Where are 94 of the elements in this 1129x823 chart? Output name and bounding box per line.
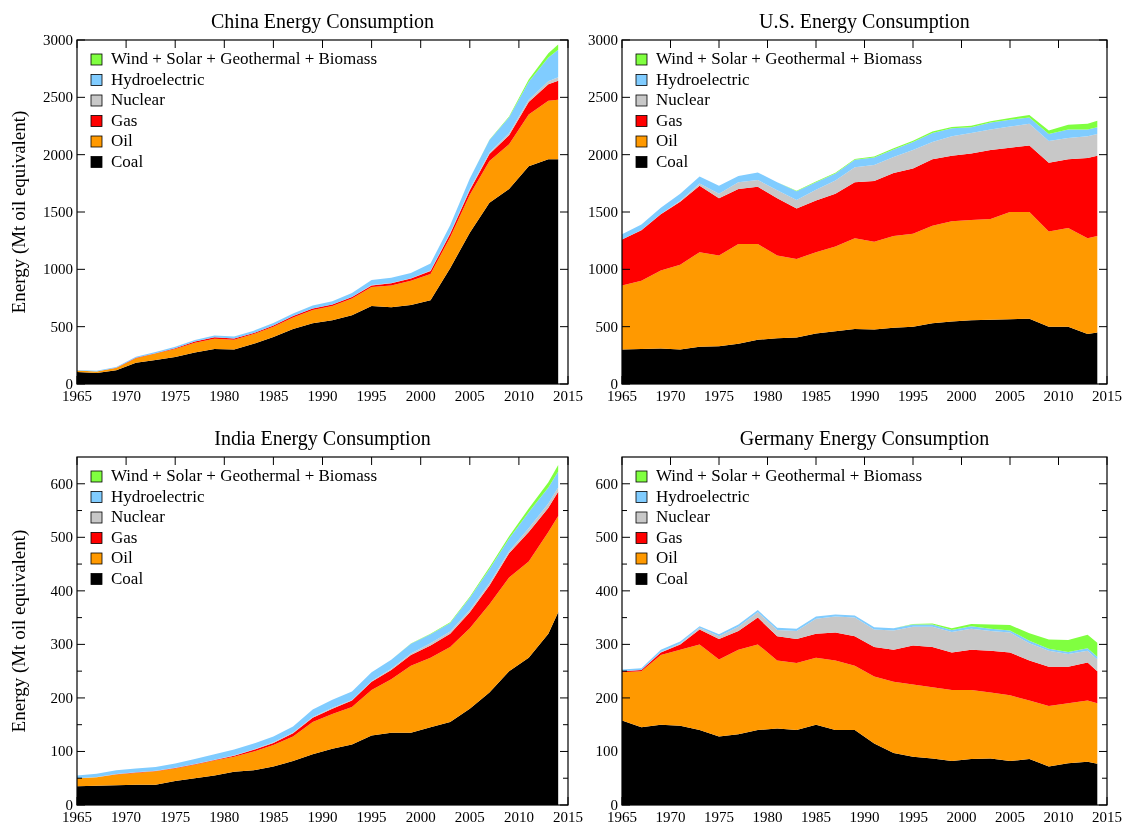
legend-label: Gas	[111, 110, 138, 130]
chart-title: Germany Energy Consumption	[739, 427, 990, 450]
x-tick-label: 1980	[209, 388, 240, 404]
y-tick-label: 600	[50, 475, 73, 492]
x-tick-label: 1980	[752, 388, 783, 404]
legend-label: Oil	[111, 548, 133, 567]
y-tick-label: 500	[595, 529, 618, 546]
y-tick-label: 200	[595, 689, 618, 706]
y-tick-label: 600	[595, 475, 618, 492]
x-tick-label: 1990	[307, 809, 338, 823]
y-axis-title: Energy (Mt oil equivalent)	[8, 110, 30, 314]
legend-label: Gas	[656, 110, 683, 130]
x-tick-label: 1970	[655, 809, 686, 823]
y-tick-label: 500	[595, 318, 618, 335]
y-tick-label: 500	[50, 529, 73, 546]
chart-title: India Energy Consumption	[214, 427, 431, 450]
x-tick-label: 2000	[946, 388, 977, 404]
x-tick-label: 1995	[356, 388, 387, 404]
legend-label: Nuclear	[656, 90, 711, 109]
x-tick-label: 2005	[454, 388, 485, 404]
y-tick-label: 400	[595, 582, 618, 599]
x-tick-label: 2010	[503, 809, 534, 823]
y-tick-label: 2000	[588, 146, 618, 163]
legend-label: Nuclear	[111, 90, 166, 109]
y-tick-label: 400	[50, 582, 73, 599]
x-tick-label: 1990	[849, 809, 880, 823]
legend-label: Oil	[111, 131, 133, 150]
y-tick-label: 300	[50, 636, 73, 653]
x-tick-label: 2005	[454, 809, 485, 823]
x-tick-label: 1985	[258, 388, 289, 404]
y-tick-label: 1500	[588, 204, 618, 220]
legend-label: Coal	[656, 568, 689, 588]
legend-label: Oil	[656, 548, 678, 567]
legend-label: Hydroelectric	[656, 486, 750, 506]
legend-label: Coal	[656, 151, 689, 171]
y-axis-title: Energy (Mt oil equivalent)	[8, 529, 30, 733]
x-tick-label: 2005	[995, 388, 1025, 404]
x-tick-label: 1975	[160, 809, 191, 823]
x-tick-label: 1975	[704, 388, 734, 404]
x-tick-label: 2010	[1043, 388, 1074, 404]
legend-label: Hydroelectric	[111, 486, 205, 506]
legend-label: Wind + Solar + Geothermal + Biomass	[656, 466, 923, 485]
y-tick-label: 1000	[588, 261, 618, 278]
x-tick-label: 1990	[307, 388, 338, 404]
x-tick-label: 1970	[111, 809, 142, 823]
y-tick-label: 2000	[43, 146, 73, 163]
legend-label: Coal	[111, 568, 144, 588]
chart-title: U.S. Energy Consumption	[759, 10, 970, 33]
x-tick-label: 2000	[405, 809, 436, 823]
y-tick-label: 2500	[43, 89, 73, 106]
y-tick-label: 3000	[588, 32, 618, 48]
y-tick-label: 1500	[43, 204, 73, 220]
y-tick-label: 300	[595, 636, 618, 653]
chart-title: China Energy Consumption	[211, 10, 434, 33]
x-tick-label: 2015	[1092, 388, 1122, 404]
legend-label: Oil	[656, 131, 678, 150]
legend-label: Nuclear	[111, 507, 166, 526]
legend-label: Coal	[111, 151, 144, 171]
x-tick-label: 1985	[801, 809, 831, 823]
x-tick-label: 1980	[752, 809, 783, 823]
legend-label: Wind + Solar + Geothermal + Biomass	[656, 49, 923, 68]
x-tick-label: 1970	[111, 388, 142, 404]
y-tick-label: 500	[50, 318, 73, 335]
legend-label: Gas	[111, 527, 138, 547]
x-tick-label: 1975	[704, 809, 734, 823]
legend-label: Hydroelectric	[656, 69, 750, 89]
x-tick-label: 1975	[160, 388, 191, 404]
x-tick-label: 1995	[898, 388, 928, 404]
y-tick-label: 3000	[43, 32, 73, 48]
y-tick-label: 100	[595, 743, 618, 760]
x-tick-label: 1985	[258, 809, 289, 823]
y-tick-label: 200	[50, 689, 73, 706]
x-tick-label: 2010	[1043, 809, 1074, 823]
x-tick-label: 2005	[995, 809, 1025, 823]
x-tick-label: 1985	[801, 388, 831, 404]
legend-label: Wind + Solar + Geothermal + Biomass	[111, 466, 378, 485]
x-tick-label: 2010	[503, 388, 534, 404]
y-tick-label: 2500	[588, 89, 618, 106]
legend-label: Nuclear	[656, 507, 711, 526]
legend-label: Hydroelectric	[111, 69, 205, 89]
y-tick-label: 1000	[43, 261, 73, 278]
x-tick-label: 2000	[946, 809, 977, 823]
legend-label: Wind + Solar + Geothermal + Biomass	[111, 49, 378, 68]
x-tick-label: 2000	[405, 388, 436, 404]
y-tick-label: 100	[50, 743, 73, 760]
x-tick-label: 1970	[655, 388, 686, 404]
x-tick-label: 2015	[553, 388, 583, 404]
x-tick-label: 2015	[553, 809, 583, 823]
x-tick-label: 1980	[209, 809, 240, 823]
x-tick-label: 1995	[356, 809, 387, 823]
x-tick-label: 1990	[849, 388, 880, 404]
legend-label: Gas	[656, 527, 683, 547]
x-tick-label: 1995	[898, 809, 928, 823]
x-tick-label: 2015	[1092, 809, 1122, 823]
